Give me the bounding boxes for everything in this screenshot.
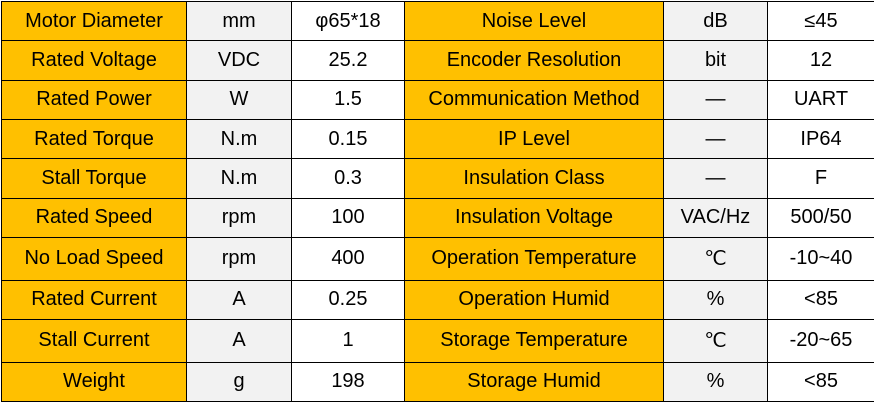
left-param-name: Rated Current (2, 280, 187, 319)
left-param-unit: A (187, 320, 292, 363)
right-param-name: IP Level (405, 120, 664, 159)
right-param-value: ≤45 (768, 2, 874, 41)
right-param-value: -20~65 (768, 320, 874, 363)
right-param-unit: VAC/Hz (664, 198, 768, 237)
left-param-name: No Load Speed (2, 238, 187, 281)
left-param-value: 0.15 (292, 120, 405, 159)
left-param-value: φ65*18 (292, 2, 405, 41)
left-param-unit: N.m (187, 159, 292, 198)
left-param-unit: N.m (187, 120, 292, 159)
left-param-name: Rated Power (2, 80, 187, 119)
right-param-value: F (768, 159, 874, 198)
right-param-unit: % (664, 362, 768, 401)
left-param-value: 0.3 (292, 159, 405, 198)
right-param-name: Communication Method (405, 80, 664, 119)
right-param-value: IP64 (768, 120, 874, 159)
right-param-unit: ℃ (664, 238, 768, 281)
right-param-unit: % (664, 280, 768, 319)
left-param-name: Stall Torque (2, 159, 187, 198)
right-param-value: -10~40 (768, 238, 874, 281)
left-param-value: 25.2 (292, 41, 405, 80)
left-param-unit: A (187, 280, 292, 319)
left-param-value: 1 (292, 320, 405, 363)
left-param-value: 100 (292, 198, 405, 237)
left-param-unit: g (187, 362, 292, 401)
left-param-name: Stall Current (2, 320, 187, 363)
right-param-name: Noise Level (405, 2, 664, 41)
right-param-unit: — (664, 120, 768, 159)
right-param-name: Operation Temperature (405, 238, 664, 281)
left-param-name: Motor Diameter (2, 2, 187, 41)
left-param-name: Weight (2, 362, 187, 401)
left-param-value: 1.5 (292, 80, 405, 119)
right-param-value: <85 (768, 280, 874, 319)
left-param-value: 0.25 (292, 280, 405, 319)
right-param-name: Storage Temperature (405, 320, 664, 363)
left-param-name: Rated Torque (2, 120, 187, 159)
left-param-unit: mm (187, 2, 292, 41)
left-param-unit: VDC (187, 41, 292, 80)
right-param-name: Insulation Voltage (405, 198, 664, 237)
right-param-value: UART (768, 80, 874, 119)
right-param-name: Insulation Class (405, 159, 664, 198)
right-param-unit: — (664, 80, 768, 119)
left-param-unit: W (187, 80, 292, 119)
left-param-name: Rated Voltage (2, 41, 187, 80)
right-param-value: 12 (768, 41, 874, 80)
right-param-name: Storage Humid (405, 362, 664, 401)
right-param-name: Encoder Resolution (405, 41, 664, 80)
right-param-value: 500/50 (768, 198, 874, 237)
right-param-unit: ℃ (664, 320, 768, 363)
left-param-name: Rated Speed (2, 198, 187, 237)
right-param-value: <85 (768, 362, 874, 401)
left-param-unit: rpm (187, 238, 292, 281)
left-param-value: 198 (292, 362, 405, 401)
right-param-unit: — (664, 159, 768, 198)
left-param-unit: rpm (187, 198, 292, 237)
right-param-name: Operation Humid (405, 280, 664, 319)
left-param-value: 400 (292, 238, 405, 281)
right-param-unit: bit (664, 41, 768, 80)
right-param-unit: dB (664, 2, 768, 41)
